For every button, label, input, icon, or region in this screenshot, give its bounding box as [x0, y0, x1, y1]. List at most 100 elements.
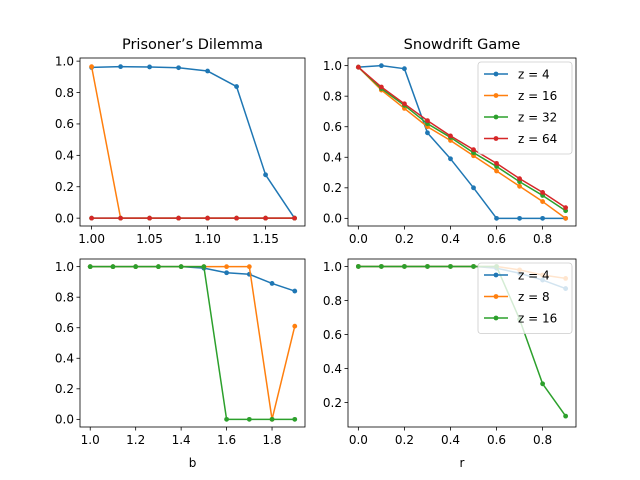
legend: z = 4 z = 8 z = 16: [477, 262, 573, 334]
y-tick-label: 0.2: [323, 181, 342, 195]
data-point: [494, 160, 499, 166]
series-line-z16: [90, 66, 295, 219]
x-tick-label: 0.4: [441, 232, 460, 246]
data-point: [118, 215, 123, 221]
data-point: [425, 130, 430, 136]
data-point: [517, 176, 522, 182]
y-tick-label: 0.8: [55, 290, 74, 304]
axes-frame: [79, 258, 306, 428]
data-point: [224, 270, 229, 276]
x-tick-label: 1.00: [78, 232, 105, 246]
series-line-z4: [358, 64, 566, 220]
legend-marker: [493, 93, 499, 98]
x-tick-label: 0.2: [395, 433, 414, 447]
x-tick-label: 1.6: [217, 433, 236, 447]
data-point: [471, 185, 476, 191]
x-tick-label: 0.8: [533, 232, 552, 246]
x-tick-label: 1.15: [252, 232, 279, 246]
data-point: [269, 416, 275, 422]
legend-label: z = 16: [518, 89, 557, 103]
x-tick-label: 1.2: [126, 433, 145, 447]
y-tick-label: 0.4: [55, 149, 74, 163]
axes-frame: [79, 57, 306, 227]
data-point: [540, 215, 546, 221]
data-point: [402, 101, 407, 107]
y-tick-label: 0.6: [323, 120, 342, 134]
data-point: [425, 264, 430, 269]
data-point: [402, 66, 407, 72]
chart-title: Snowdrift Game: [404, 37, 521, 53]
data-point: [563, 413, 569, 419]
legend-label: z = 8: [518, 290, 550, 304]
y-tick-label: 0.6: [55, 321, 74, 335]
data-point: [263, 172, 268, 178]
y-tick-label: 1.0: [55, 54, 74, 68]
data-point: [448, 264, 453, 269]
x-tick-label: 0.4: [441, 433, 460, 447]
legend-label: z = 16: [518, 311, 557, 325]
data-point: [176, 65, 181, 71]
x-tick-label: 0.8: [533, 433, 552, 447]
y-tick-label: 0.0: [55, 211, 74, 225]
data-point: [355, 64, 361, 70]
series-line-z64: [357, 66, 567, 209]
data-point: [87, 264, 93, 270]
data-point: [89, 64, 94, 70]
series-line-z16: [358, 265, 567, 417]
legend-marker: [493, 315, 499, 321]
data-point: [224, 264, 229, 270]
x-tick-label: 1.4: [172, 433, 191, 447]
x-tick-label: 0.0: [349, 232, 368, 246]
legend-marker: [493, 294, 499, 299]
data-point: [494, 215, 499, 221]
plot-area: [355, 63, 569, 221]
x-tick-label: 0.6: [487, 232, 506, 246]
data-point: [201, 264, 207, 270]
y-tick-label: 0.4: [323, 362, 342, 376]
data-point: [234, 84, 239, 89]
legend-marker: [493, 71, 499, 77]
data-point: [448, 133, 453, 139]
legend: z = 4 z = 16 z = 32 z = 64: [477, 61, 573, 155]
legend-label: z = 4: [518, 268, 550, 282]
legend-label: z = 32: [518, 110, 557, 124]
x-tick-label: 0.2: [395, 232, 414, 246]
y-tick-label: 0.8: [55, 86, 74, 100]
data-point: [133, 264, 139, 270]
y-tick-label: 0.4: [55, 352, 74, 366]
data-point: [246, 416, 252, 422]
y-tick-label: 1.0: [323, 260, 342, 274]
data-point: [224, 416, 229, 422]
chart-panel-3: 1.0 1.2 1.4 1.6 1.8 0.0 0.2 0.4 0.6 0.8 1.0 b: [55, 258, 306, 470]
chart-title: Prisoner’s Dilemma: [122, 37, 263, 53]
legend-marker: [493, 136, 499, 141]
data-point: [517, 215, 522, 221]
x-axis-label: b: [189, 456, 197, 470]
x-tick-label: 1.0: [81, 433, 100, 447]
data-point: [471, 264, 476, 269]
data-point: [246, 264, 252, 270]
data-point: [205, 215, 210, 221]
x-axis-label: r: [460, 456, 465, 470]
data-point: [234, 215, 239, 221]
axes-frame: [347, 57, 577, 227]
y-tick-label: 0.2: [55, 382, 74, 396]
data-point: [494, 168, 499, 174]
data-point: [517, 183, 522, 189]
data-point: [378, 264, 384, 269]
data-point: [292, 215, 297, 221]
data-point: [292, 288, 298, 294]
y-tick-label: 0.2: [55, 180, 74, 194]
series-line-z16: [90, 265, 295, 421]
data-point: [205, 68, 210, 74]
y-tick-label: 0.6: [323, 328, 342, 342]
plot-area: [89, 64, 297, 221]
x-tick-label: 1.10: [194, 232, 221, 246]
data-point: [269, 281, 275, 286]
legend-label: z = 4: [518, 67, 550, 81]
data-point: [147, 64, 152, 70]
y-tick-label: 1.0: [55, 260, 74, 274]
data-point: [540, 199, 546, 204]
y-tick-label: 0.2: [323, 396, 342, 410]
